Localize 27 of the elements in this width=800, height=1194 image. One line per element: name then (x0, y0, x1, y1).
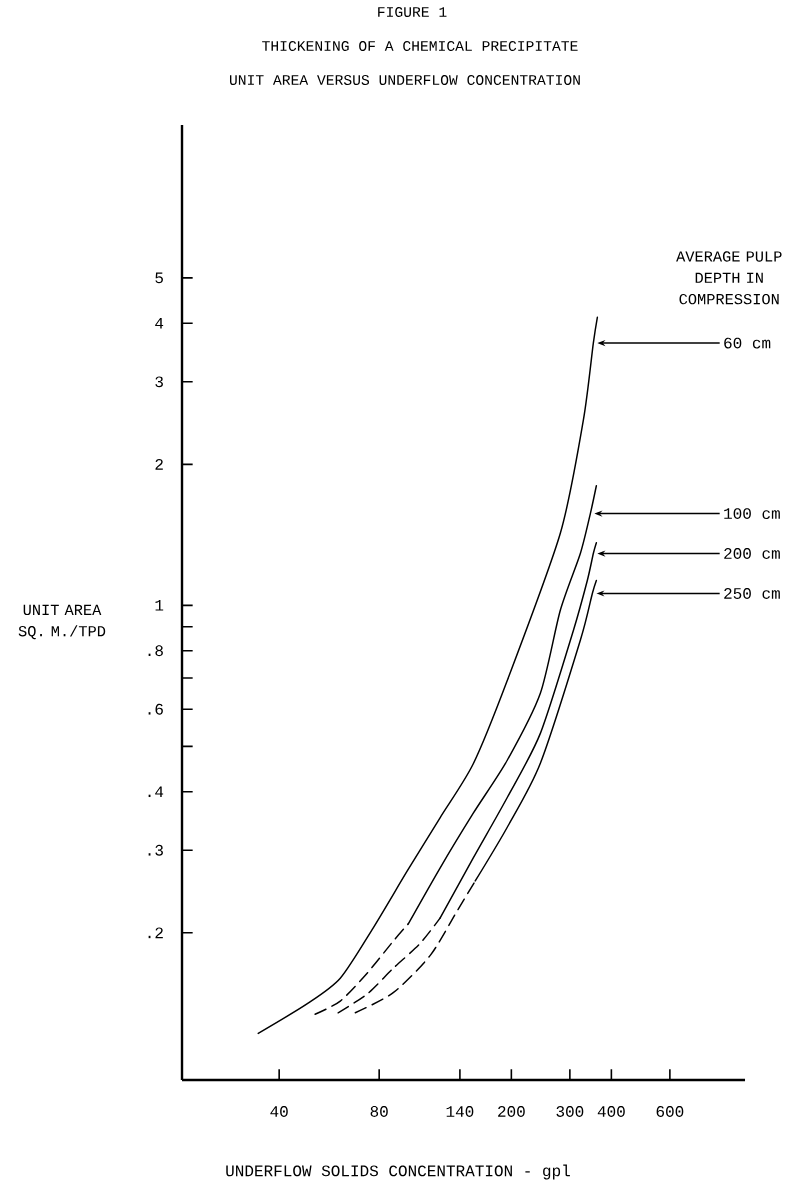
x-tick-label: 40 (270, 1106, 288, 1117)
y-tick-label: .6 (148, 703, 163, 715)
y-tick-label: 1 (155, 600, 164, 611)
y-tick-label: .3 (148, 844, 163, 856)
text: 100 cm (724, 508, 780, 519)
legend-title: AVERAGE PULP DEPTH IN COMPRESSION (676, 251, 782, 305)
chart-subtitle: UNIT AREA VERSUS UNDERFLOW CONCENTRATION (230, 75, 580, 85)
text: 60 cm (724, 337, 771, 349)
y-tick-label: 5 (155, 272, 163, 284)
x-axis-title: UNDERFLOW SOLIDS CONCENTRATION - gpl (226, 1164, 570, 1180)
y-tick-label: .8 (148, 645, 163, 657)
chart-title: THICKENING OF A CHEMICAL PRECIPITATE (262, 41, 578, 51)
y-tick-label: 2 (155, 458, 163, 470)
y-tick-label: .4 (148, 786, 164, 798)
x-tick-label: 140 (446, 1106, 474, 1117)
x-tick-label: 80 (370, 1106, 388, 1117)
y-tick-label: .2 (148, 927, 163, 939)
text: 250 cm (724, 588, 780, 599)
y-tick-label: 4 (155, 318, 164, 329)
y-axis-title: UNIT AREA SQ. M./TPD (18, 604, 106, 640)
text: 200 cm (724, 548, 780, 559)
x-tick-label: 400 (597, 1106, 625, 1117)
caption: FIGURE 1 (378, 7, 447, 17)
x-tick-label: 200 (498, 1106, 525, 1117)
x-tick-label: 300 (556, 1106, 584, 1117)
x-tick-label: 600 (656, 1106, 684, 1117)
y-tick-label: 3 (155, 376, 163, 388)
